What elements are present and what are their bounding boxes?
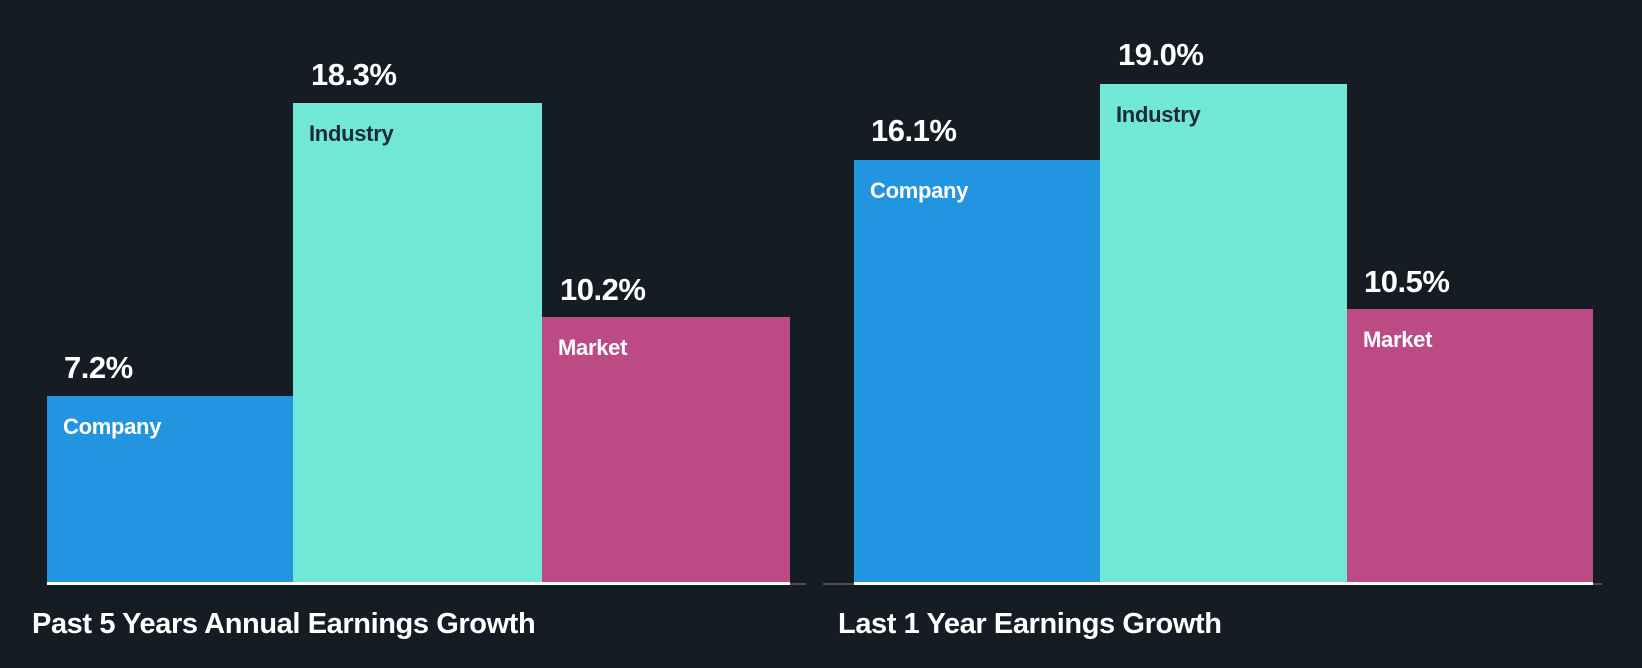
bar-baseline xyxy=(1347,582,1593,585)
bar-label-company: Company xyxy=(63,414,162,439)
bar-baseline xyxy=(854,582,1100,585)
bar-market: Market xyxy=(542,317,790,585)
value-label-industry: 18.3% xyxy=(311,57,397,92)
bar-industry: Industry xyxy=(1100,84,1347,585)
bar-label-industry: Industry xyxy=(1116,102,1201,127)
bar-baseline xyxy=(293,582,542,585)
bar-label-company: Company xyxy=(870,178,969,203)
bar-label-industry: Industry xyxy=(309,121,394,146)
value-label-industry: 19.0% xyxy=(1118,37,1204,72)
bar-baseline xyxy=(47,582,293,585)
value-label-market: 10.5% xyxy=(1364,264,1450,299)
chart-title: Last 1 Year Earnings Growth xyxy=(838,608,1222,640)
bar-market: Market xyxy=(1347,309,1593,585)
bar-company: Company xyxy=(854,160,1100,585)
bar-label-market: Market xyxy=(1363,327,1433,352)
chart-last-1-year: Company 16.1% Industry 19.0% Market 10.5… xyxy=(821,0,1642,668)
bar-company: Company xyxy=(47,396,293,585)
bar-industry: Industry xyxy=(293,103,542,585)
value-label-market: 10.2% xyxy=(560,272,646,307)
bar-baseline xyxy=(1100,582,1347,585)
bar-label-market: Market xyxy=(558,335,628,360)
chart-past-5-years: Company 7.2% Industry 18.3% Market 10.2%… xyxy=(32,57,806,640)
value-label-company: 7.2% xyxy=(64,350,133,385)
value-label-company: 16.1% xyxy=(871,113,957,148)
bar-baseline xyxy=(542,582,790,585)
chart-title: Past 5 Years Annual Earnings Growth xyxy=(32,608,536,640)
